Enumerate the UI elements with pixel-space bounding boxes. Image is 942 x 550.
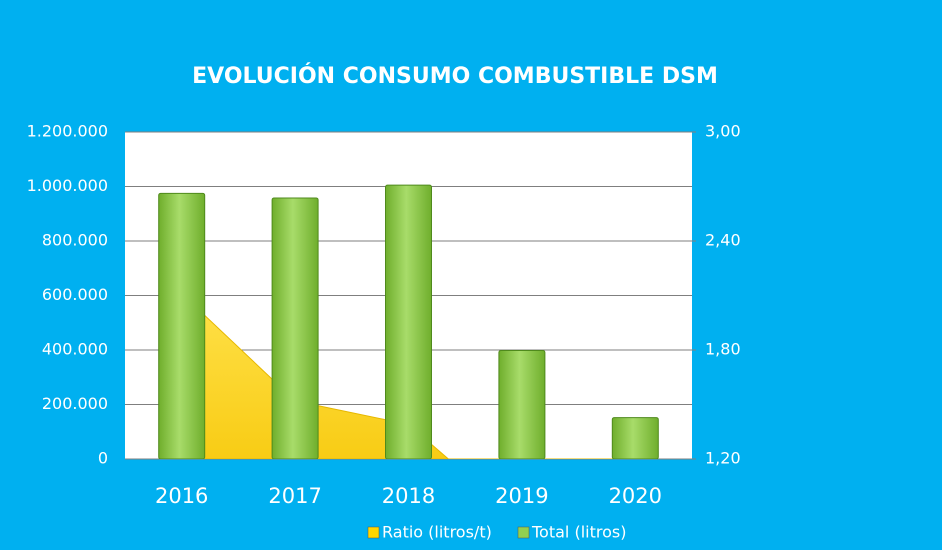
bar	[611, 417, 659, 459]
x-tick-label: 2017	[268, 484, 321, 508]
y2-tick-label: 3,00	[705, 122, 741, 141]
chart-title: EVOLUCIÓN CONSUMO COMBUSTIBLE DSM	[192, 63, 718, 89]
legend-swatch	[517, 526, 530, 539]
y-tick-label: 600.000	[42, 285, 108, 304]
y2-tick-label: 2,40	[705, 231, 741, 250]
x-tick-label: 2018	[382, 484, 435, 508]
bar	[158, 192, 206, 459]
bar	[271, 197, 319, 459]
x-tick-label: 2016	[155, 484, 208, 508]
y2-tick-label: 1,20	[705, 449, 741, 468]
legend-label: Total (litros)	[531, 523, 626, 542]
y-tick-label: 800.000	[42, 231, 108, 250]
bar	[385, 184, 432, 459]
y-tick-label: 200.000	[42, 394, 108, 413]
legend-swatch	[367, 526, 380, 539]
legend-label: Ratio (litros/t)	[382, 523, 492, 542]
y2-tick-label: 1,80	[705, 340, 741, 359]
bar	[498, 350, 546, 459]
plot-layer	[158, 184, 659, 459]
x-tick-label: 2020	[609, 484, 662, 508]
x-tick-label: 2019	[495, 484, 548, 508]
y-tick-label: 1.000.000	[27, 176, 108, 195]
y-tick-label: 0	[98, 449, 108, 468]
y-tick-label: 400.000	[42, 340, 108, 359]
y-tick-label: 1.200.000	[27, 122, 108, 141]
